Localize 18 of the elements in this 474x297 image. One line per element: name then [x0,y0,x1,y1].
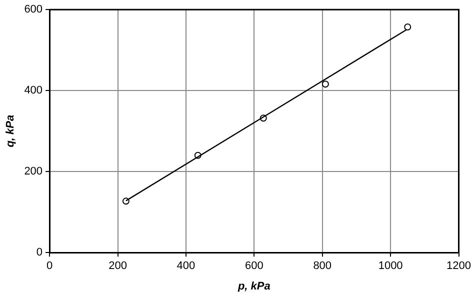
x-tick-label: 200 [108,260,127,272]
y-axis-title: q, kPa [4,114,17,148]
point [122,198,130,205]
y-tick-label: 0 [36,246,43,259]
x-axis-title: p, kPa [236,280,270,292]
point [404,24,412,31]
y-tick-label: 600 [24,4,43,16]
x-tick-label: 400 [176,260,196,272]
point [260,114,267,122]
x-tick-label: 600 [244,260,264,272]
point [194,152,202,159]
y-tick-label: 200 [24,166,43,178]
x-tick-label: 1000 [378,260,403,272]
point [322,80,329,88]
x-tick-label: 800 [313,260,332,272]
x-tick-label: 1200 [446,260,472,272]
y-tick-label: 400 [24,84,43,97]
x-tick-label: 0 [46,260,53,272]
